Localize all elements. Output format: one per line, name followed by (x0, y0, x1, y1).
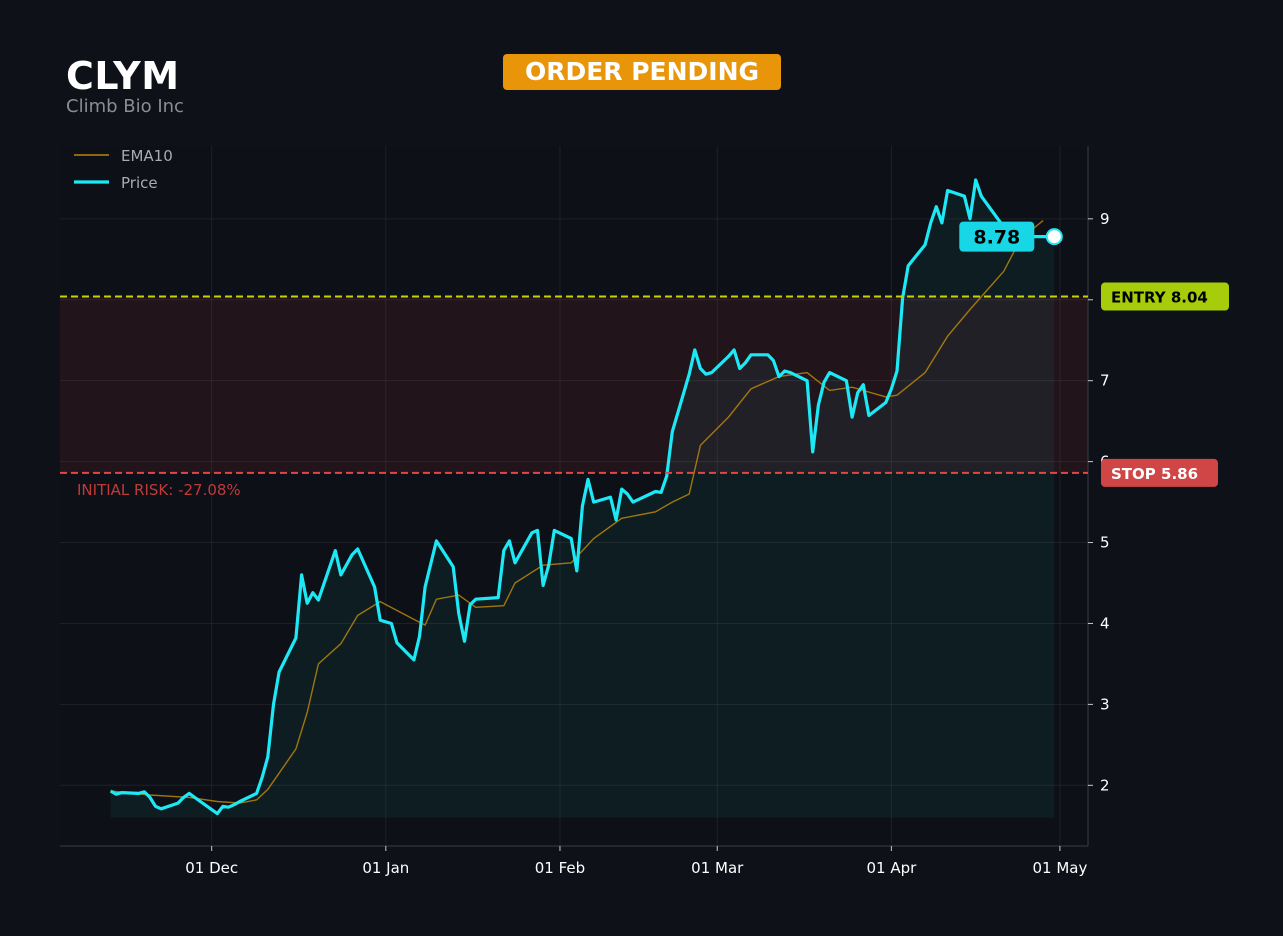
x-tick-label: 01 Jan (362, 859, 409, 877)
y-tick-label: 7 (1100, 372, 1110, 390)
stop-tag-label: STOP 5.86 (1111, 465, 1198, 483)
price-area-fill (110, 180, 1055, 818)
y-tick-label: 5 (1100, 534, 1110, 552)
x-tick-label: 01 Feb (535, 859, 585, 877)
stop-tag (1101, 458, 1218, 487)
entry-tag-label: ENTRY 8.04 (1111, 289, 1208, 307)
ticker-symbol: CLYM (66, 54, 180, 98)
x-tick-label: 01 May (1032, 859, 1087, 877)
company-name: Climb Bio Inc (66, 96, 184, 117)
last-price-marker (1045, 228, 1063, 246)
entry-tag (1101, 282, 1229, 311)
price-line (109, 178, 1055, 816)
legend-ema10-label: EMA10 (121, 147, 173, 165)
y-tick-label: 9 (1100, 210, 1110, 228)
ema10-line (110, 219, 1044, 804)
x-tick-label: 01 Mar (691, 859, 744, 877)
initial-risk-label: INITIAL RISK: -27.08% (77, 481, 241, 499)
y-tick-label: 4 (1100, 614, 1110, 632)
last-price-label: 8.78 (973, 227, 1020, 249)
status-badge: ORDER PENDING (503, 54, 781, 90)
x-tick-label: 01 Apr (866, 859, 917, 877)
x-tick-label: 01 Dec (185, 859, 238, 877)
plot-background (60, 146, 1088, 846)
legend-price-label: Price (121, 174, 158, 192)
y-tick-label: 3 (1100, 695, 1110, 713)
last-price-badge (959, 221, 1035, 252)
risk-zone (60, 296, 1088, 473)
y-tick-label: 2 (1100, 776, 1110, 794)
